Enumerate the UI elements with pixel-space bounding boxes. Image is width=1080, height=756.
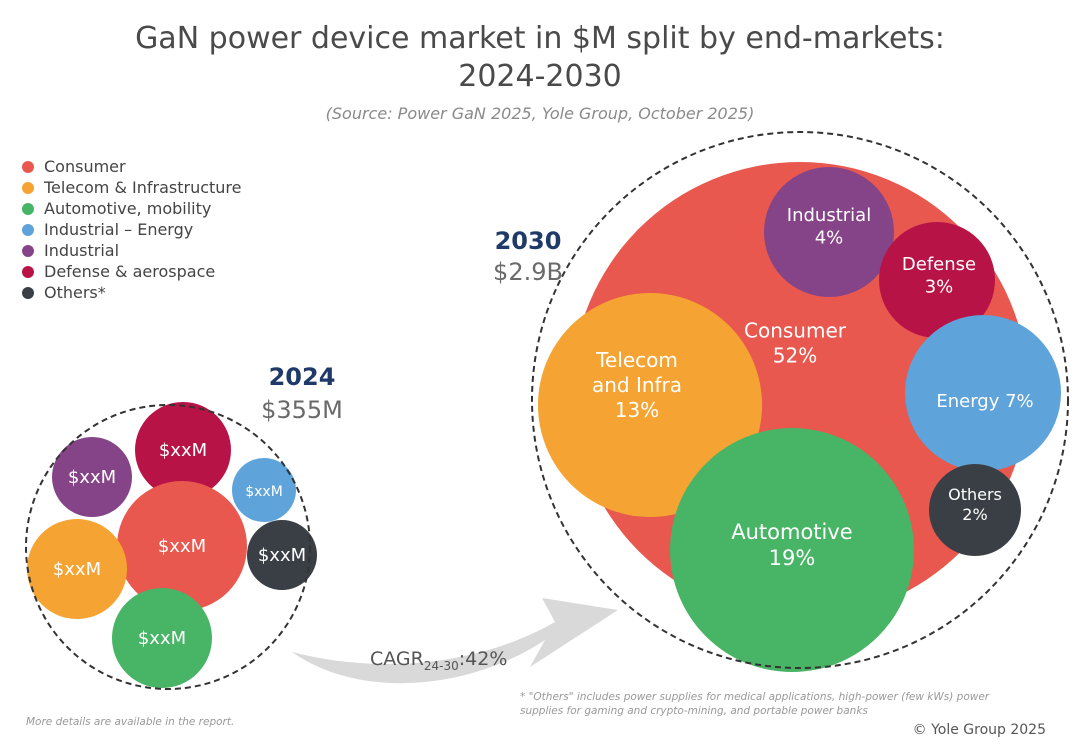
title-line-1: GaN power device market in $M split by e… [135,21,945,56]
bubble-label: Automotive [731,520,852,544]
bubble-defense-aerospace [879,222,995,338]
legend-label: Others* [44,283,106,302]
total-market-outline [531,131,1069,669]
source-note: (Source: Power GaN 2025, Yole Group, Oct… [325,104,755,123]
legend-item: Defense & aerospace [22,261,242,282]
bubble-telecom-infrastructure [538,293,762,517]
bubble-label: $xxM [245,484,283,500]
legend-dot-icon [22,202,34,215]
year-2024-label: 2024 [269,363,336,391]
title-line-2: 2024-2030 [458,59,622,94]
copyright: © Yole Group 2025 [912,722,1046,738]
more-details-note: More details are available in the report… [26,716,235,728]
bubble-label: and Infra [592,373,682,397]
bubble-label: 52% [773,344,817,368]
bubble-label: 4% [815,227,844,248]
growth-arrow [292,598,618,684]
total-market-outline [25,404,311,690]
bubble-label: $xxM [258,545,306,566]
legend: Consumer Telecom & Infrastructure Automoti… [22,156,242,303]
bubble-automotive-mobility [112,588,212,688]
legend-item: Automotive, mobility [22,198,242,219]
bubble-defense-aerospace [135,402,231,498]
total-2024-label: $355M [261,396,343,424]
bubble-label: $xxM [53,559,101,580]
bubble-label: Defense [902,254,976,275]
bubble-automotive-mobility [670,428,914,672]
bubble-industrial [52,437,132,517]
bubble-industrial-energy [232,458,296,522]
cagr-label: CAGR24-30:42% [370,648,507,673]
bubble-consumer [117,481,247,611]
bubbles-2024: $xxM $xxM $xxM $xxM $xxM $xxM $xxM [25,402,317,690]
legend-item: Others* [22,282,242,303]
year-2030-label: 2030 [495,227,562,255]
bubble-label: $xxM [68,467,116,488]
bubble-industrial-energy [905,315,1061,471]
legend-dot-icon [22,160,34,173]
legend-dot-icon [22,265,34,278]
bubble-label: Others [948,485,1002,504]
bubble-label: Energy 7% [936,391,1033,412]
bubble-label: $xxM [158,536,206,557]
total-2030-label: $2.9B [493,258,563,286]
legend-label: Telecom & Infrastructure [44,178,242,197]
bubble-label: $xxM [159,440,207,461]
bubble-label: 3% [925,276,954,297]
bubble-others- [929,464,1021,556]
legend-dot-icon [22,244,34,257]
legend-label: Industrial [44,241,120,260]
bubble-label: 13% [615,398,659,422]
footnote: * "Others" includes power supplies for m… [520,691,990,717]
legend-dot-icon [22,181,34,194]
bubble-telecom-infrastructure [27,519,127,619]
bubble-label: Telecom [595,348,678,372]
bubble-label: 19% [769,546,816,570]
legend-label: Automotive, mobility [44,199,212,218]
legend-item: Consumer [22,156,242,177]
legend-label: Defense & aerospace [44,262,216,281]
legend-item: Industrial [22,240,242,261]
bubble-industrial [764,167,894,297]
chart-title: GaN power device market in $M split by e… [0,20,1080,96]
legend-label: Industrial – Energy [44,220,194,239]
bubble-others- [247,520,317,590]
legend-label: Consumer [44,157,126,176]
bubble-label: $xxM [138,628,186,649]
bubble-label: Industrial [787,205,871,226]
legend-item: Industrial – Energy [22,219,242,240]
legend-dot-icon [22,286,34,299]
bubble-label: Consumer [744,319,847,343]
bubble-label: 2% [962,505,987,524]
legend-dot-icon [22,223,34,236]
legend-item: Telecom & Infrastructure [22,177,242,198]
